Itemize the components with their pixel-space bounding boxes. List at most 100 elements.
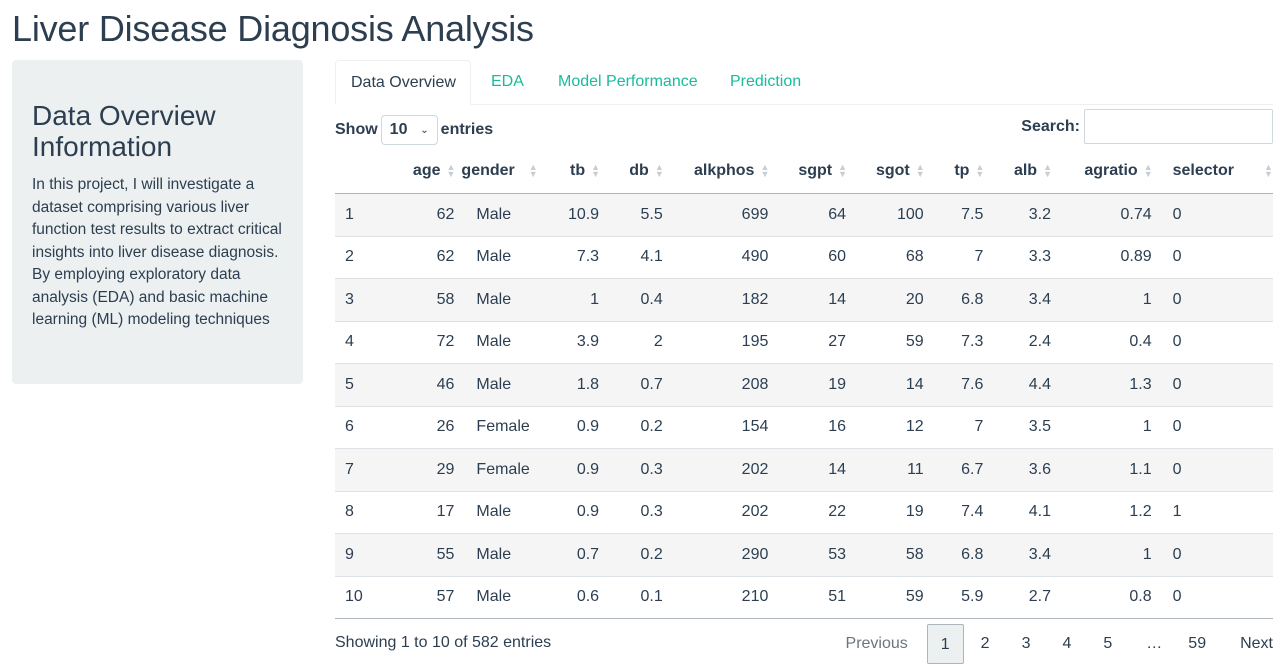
cell-agratio: 1: [1052, 533, 1153, 576]
column-header-tp[interactable]: tp ▲ ▼: [924, 149, 985, 194]
cell-alb: 3.4: [984, 278, 1052, 321]
cell-age: 72: [379, 320, 456, 364]
cell-age: 62: [379, 235, 456, 279]
cell-age: 62: [379, 193, 456, 236]
column-header-alb[interactable]: alb ▲ ▼: [984, 149, 1052, 194]
cell-db: 0.3: [600, 448, 664, 491]
table-controls: Show 10 ⌄ entries Search:: [335, 105, 1273, 149]
page-button-2[interactable]: 2: [980, 635, 990, 652]
cell-tb: 1: [555, 278, 601, 321]
sidebar-panel: Data Overview Information In this projec…: [12, 60, 303, 384]
cell-row-index: 9: [335, 533, 380, 576]
sidebar-description: In this project, I will investigate a da…: [32, 176, 282, 328]
sort-icon: ▲ ▼: [1043, 161, 1052, 179]
cell-tp: 6.7: [924, 448, 985, 491]
table-footer: Showing 1 to 10 of 582 entries Previous …: [335, 619, 1273, 669]
page-button-4[interactable]: 4: [1062, 635, 1072, 652]
cell-tp: 7: [924, 235, 985, 279]
column-header-agratio[interactable]: agratio ▲ ▼: [1052, 149, 1153, 194]
next-button[interactable]: Next: [1240, 635, 1273, 652]
data-table: age ▲ ▼ gender ▲ ▼ tb ▲ ▼ db ▲ ▼ alkphos ▲ ▼ sgpt ▲…: [335, 149, 1273, 619]
cell-sgpt: 64: [769, 193, 848, 236]
cell-tb: 0.7: [555, 533, 601, 576]
cell-gender: Male: [455, 235, 556, 279]
tab-eda[interactable]: EDA: [491, 73, 524, 90]
cell-alb: 2.4: [984, 320, 1052, 364]
entries-select[interactable]: 10 ⌄: [380, 115, 438, 145]
cell-agratio: 1: [1052, 405, 1153, 449]
sort-icon: ▲ ▼: [838, 161, 848, 179]
column-header-gender[interactable]: gender ▲ ▼: [455, 149, 556, 194]
sort-icon: ▲ ▼: [654, 161, 664, 179]
cell-sgpt: 14: [769, 448, 848, 491]
cell-gender: Male: [455, 363, 556, 406]
length-control: Show 10 ⌄ entries: [335, 115, 493, 145]
cell-gender: Female: [455, 405, 556, 449]
cell-alkphos: 290: [663, 533, 770, 576]
cell-age: 46: [379, 363, 456, 406]
cell-tp: 7.6: [924, 363, 985, 406]
cell-agratio: 1: [1052, 278, 1153, 321]
cell-gender: Male: [455, 320, 556, 364]
page-button-1[interactable]: 1: [926, 624, 964, 664]
cell-selector: 0: [1152, 405, 1273, 449]
cell-selector: 0: [1152, 533, 1273, 576]
cell-db: 0.2: [600, 405, 664, 449]
previous-button[interactable]: Previous: [845, 635, 908, 652]
cell-row-index: 10: [335, 575, 380, 619]
column-header-alkphos[interactable]: alkphos ▲ ▼: [663, 149, 770, 194]
sort-icon: ▲ ▼: [528, 161, 538, 179]
cell-gender: Male: [455, 490, 556, 534]
cell-tp: 5.9: [924, 575, 985, 619]
cell-tp: 7.3: [924, 320, 985, 364]
table-row: 6 26 Female 0.9 0.2 154 16 12 7 3.5 1 0: [335, 405, 1273, 449]
cell-db: 0.4: [600, 278, 664, 321]
cell-alkphos: 154: [663, 405, 770, 449]
chevron-down-icon: ⌄: [420, 124, 429, 136]
cell-gender: Male: [455, 278, 556, 321]
search-input[interactable]: [1084, 109, 1273, 144]
cell-agratio: 1.3: [1052, 363, 1153, 406]
cell-alkphos: 208: [663, 363, 770, 406]
column-header-selector[interactable]: selector ▲ ▼: [1152, 149, 1273, 194]
cell-selector: 0: [1152, 193, 1273, 236]
cell-sgpt: 14: [769, 278, 848, 321]
cell-agratio: 0.8: [1052, 575, 1153, 619]
cell-tb: 1.8: [555, 363, 601, 406]
cell-tp: 7.4: [924, 490, 985, 534]
tab-prediction[interactable]: Prediction: [730, 73, 802, 90]
tab-model-performance[interactable]: Model Performance: [558, 73, 698, 90]
page-button-5[interactable]: 5: [1103, 635, 1113, 652]
cell-selector: 0: [1152, 363, 1273, 406]
cell-alkphos: 490: [663, 235, 770, 279]
cell-row-index: 2: [335, 235, 380, 279]
column-header-age[interactable]: age ▲ ▼: [379, 149, 456, 194]
cell-sgpt: 16: [769, 405, 848, 449]
cell-age: 17: [379, 490, 456, 534]
cell-age: 26: [379, 405, 456, 449]
column-header-sgot[interactable]: sgot ▲ ▼: [847, 149, 925, 194]
sort-icon: ▲ ▼: [591, 161, 601, 179]
column-header-sgpt[interactable]: sgpt ▲ ▼: [769, 149, 848, 194]
cell-alb: 3.6: [984, 448, 1052, 491]
cell-db: 0.3: [600, 490, 664, 534]
cell-tb: 0.9: [555, 448, 601, 491]
cell-tb: 0.9: [555, 405, 601, 449]
tab-data-overview[interactable]: Data Overview: [335, 60, 471, 105]
cell-alkphos: 195: [663, 320, 770, 364]
page-button-last[interactable]: 59: [1188, 635, 1207, 652]
cell-alb: 3.4: [984, 533, 1052, 576]
cell-sgot: 11: [847, 448, 925, 491]
cell-sgot: 20: [847, 278, 925, 321]
cell-alkphos: 202: [663, 448, 770, 491]
page-button-3[interactable]: 3: [1021, 635, 1031, 652]
cell-tb: 3.9: [555, 320, 601, 364]
column-header-db[interactable]: db ▲ ▼: [600, 149, 664, 194]
cell-age: 29: [379, 448, 456, 491]
column-header-index[interactable]: [335, 149, 380, 194]
cell-tb: 10.9: [555, 193, 601, 236]
column-header-tb[interactable]: tb ▲ ▼: [555, 149, 601, 194]
cell-row-index: 3: [335, 278, 380, 321]
table-row: 2 62 Male 7.3 4.1 490 60 68 7 3.3 0.89 0: [335, 235, 1273, 279]
cell-db: 4.1: [600, 235, 664, 279]
